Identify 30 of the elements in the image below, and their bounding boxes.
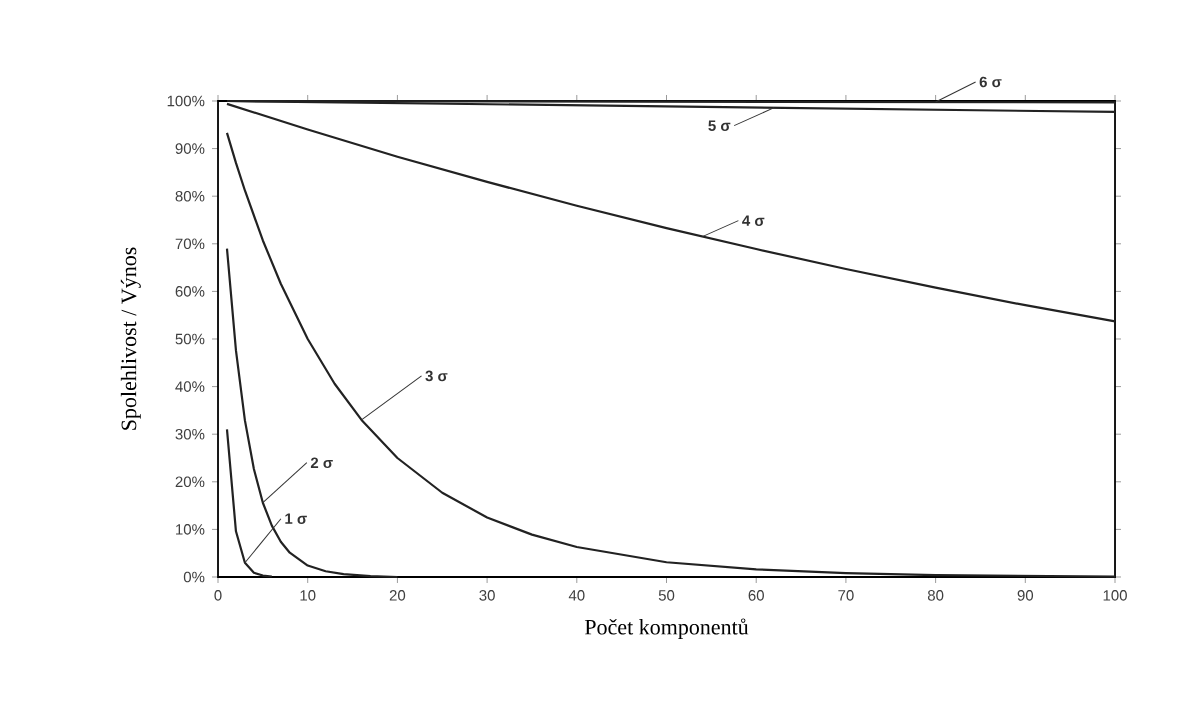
y-tick-label: 10% — [176, 524, 205, 535]
y-tick-label: 60% — [175, 286, 205, 297]
annotation: 5 σ — [708, 120, 731, 131]
y-tick-label: 100% — [167, 95, 205, 107]
x-tick-label: 20 — [389, 590, 406, 601]
x-tick-label: 30 — [479, 590, 495, 601]
x-tick-label: 60 — [748, 590, 764, 601]
y-tick-label: 40% — [175, 381, 205, 392]
x-tick-label: 90 — [1017, 590, 1034, 601]
y-tick-label: 90% — [175, 143, 205, 154]
x-tick-label: 0 — [214, 590, 222, 601]
annotation: 3 σ — [425, 370, 448, 382]
y-tick-label: 20% — [175, 476, 205, 488]
y-tick-label: 30% — [175, 428, 205, 440]
x-axis-title: Počet komponentů — [584, 618, 749, 640]
annotation: 1 σ — [285, 513, 307, 524]
annotation: 2 σ — [310, 457, 333, 469]
x-tick-label: 10 — [300, 590, 316, 601]
annotation: 6 σ — [979, 76, 1002, 88]
x-tick-label: 40 — [568, 590, 585, 601]
y-axis-title: Spolehlivost / Výnos — [120, 247, 141, 430]
y-tick-label: 70% — [175, 238, 205, 250]
annotation: 4 σ — [742, 215, 765, 226]
y-tick-label: 0% — [183, 571, 205, 583]
y-tick-label: 80% — [175, 190, 205, 202]
x-tick-label: 70 — [838, 590, 854, 601]
x-tick-label: 80 — [927, 590, 944, 601]
x-tick-label: 100 — [1103, 590, 1127, 601]
y-tick-label: 50% — [175, 333, 205, 345]
x-tick-label: 50 — [658, 590, 675, 601]
